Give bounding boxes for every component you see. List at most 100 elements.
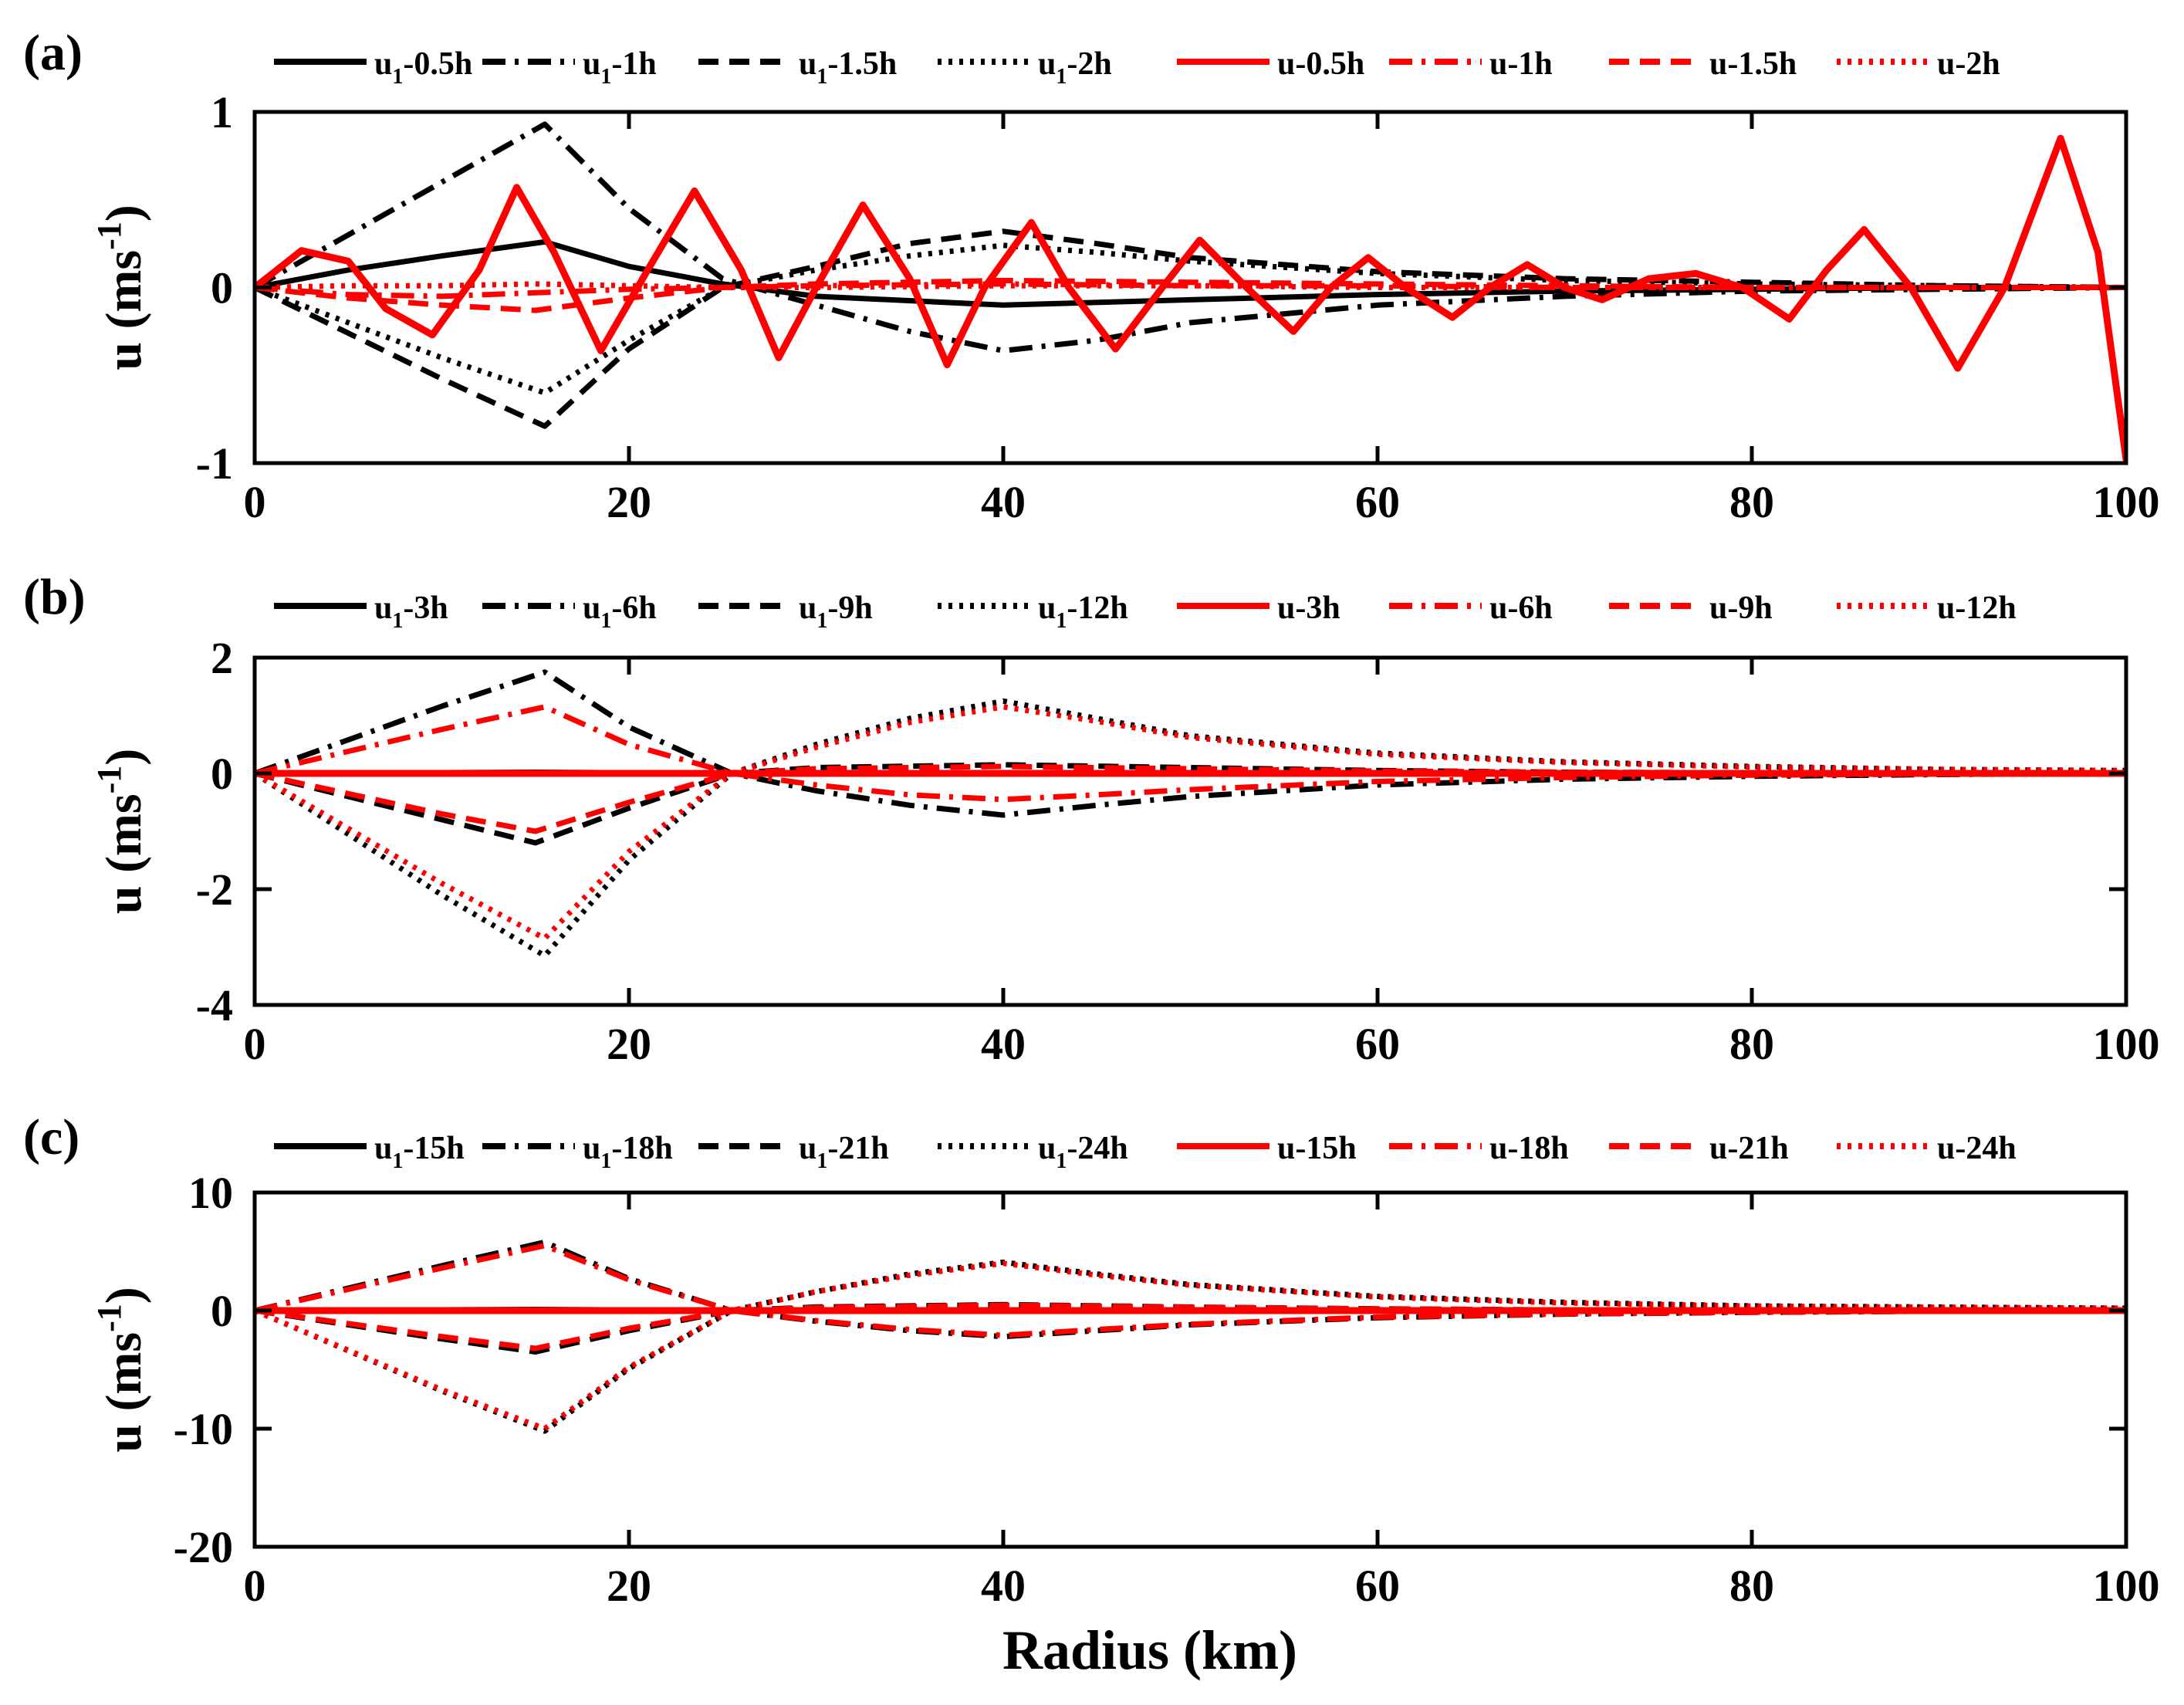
legend-label-subscript: 1 xyxy=(816,65,827,89)
legend-label-subscript: 1 xyxy=(392,65,403,89)
legend-label-subscript: 1 xyxy=(600,609,611,633)
x-tick-label: 100 xyxy=(2093,1019,2160,1069)
y-axis-title-superscript: -1 xyxy=(90,766,128,794)
legend-label-rest: -12h xyxy=(1067,590,1127,626)
legend-label-main: u xyxy=(374,1131,392,1166)
legend-label-main: u-12h xyxy=(1937,590,2017,626)
y-axis-title-main: u (ms xyxy=(96,250,152,370)
series-group xyxy=(255,669,2126,959)
x-tick-label: 20 xyxy=(607,1561,651,1611)
legend-label-main: u-24h xyxy=(1937,1131,2017,1166)
legend-label-u1-1h: u1-1h xyxy=(583,46,657,89)
legend-label-rest: -9h xyxy=(827,590,872,626)
legend-label-u1-0.5h: u1-0.5h xyxy=(374,46,472,89)
y-axis-title-main: u (ms xyxy=(96,793,152,914)
legend-label-rest: -3h xyxy=(403,590,448,626)
x-tick-label: 100 xyxy=(2093,1561,2160,1611)
legend-label-main: u-18h xyxy=(1489,1131,1569,1166)
legend-label-u-1.5h: u-1.5h xyxy=(1709,46,1797,82)
legend: u1-15h u1-18h u1-21h u1-24h u-15h u-18h u-21h u… xyxy=(274,1131,2017,1173)
legend-label-u-1h: u-1h xyxy=(1489,46,1553,82)
x-tick-label: 0 xyxy=(244,477,266,527)
legend-label-rest: -2h xyxy=(1067,46,1111,82)
legend-label-rest: -18h xyxy=(611,1131,672,1166)
x-axis-title: Radius (km) xyxy=(1002,1619,1297,1681)
plot-frame xyxy=(252,1190,2128,1549)
y-tick-label: -1 xyxy=(196,438,233,489)
legend-label-u-15h: u-15h xyxy=(1277,1131,1357,1166)
y-tick-label: 2 xyxy=(211,633,233,683)
legend-label-u-3h: u-3h xyxy=(1277,590,1340,626)
legend-label-subscript: 1 xyxy=(392,609,403,633)
legend-label-main: u-3h xyxy=(1277,590,1340,626)
x-tick-label: 20 xyxy=(607,1019,651,1069)
y-axis-title-end: ) xyxy=(96,205,152,222)
legend-label-u1-3h: u1-3h xyxy=(374,590,448,633)
y-tick-label: -4 xyxy=(196,980,233,1030)
series-group xyxy=(255,1239,2126,1434)
legend-label-subscript: 1 xyxy=(1056,1149,1067,1173)
legend-label-main: u xyxy=(1038,590,1056,626)
legend-label-main: u xyxy=(583,1131,600,1166)
legend-label-u-6h: u-6h xyxy=(1489,590,1553,626)
x-tick-label: 40 xyxy=(981,1019,1026,1069)
legend-label-main: u-6h xyxy=(1489,590,1553,626)
legend-label-main: u-9h xyxy=(1709,590,1773,626)
legend-label-u1-24h: u1-24h xyxy=(1038,1131,1128,1173)
legend-label-u1-12h: u1-12h xyxy=(1038,590,1128,633)
y-axis-title: u (ms-1) xyxy=(90,1287,152,1453)
legend-label-main: u-1.5h xyxy=(1709,46,1797,82)
legend-label-u-21h: u-21h xyxy=(1709,1131,1789,1166)
y-axis-title-end: ) xyxy=(96,1287,152,1304)
y-tick-label: 0 xyxy=(211,263,233,313)
legend-label-main: u xyxy=(583,590,600,626)
y-tick-label: 10 xyxy=(188,1168,233,1218)
x-tick-label: 60 xyxy=(1355,1561,1400,1611)
series-line-u1-6h xyxy=(255,669,2126,818)
legend-label-subscript: 1 xyxy=(600,1149,611,1173)
legend-label-u-18h: u-18h xyxy=(1489,1131,1569,1166)
legend-label-u-2h: u-2h xyxy=(1937,46,2000,82)
series-line-u-18h xyxy=(255,1243,2126,1338)
legend-label-main: u-2h xyxy=(1937,46,2000,82)
legend-label-rest: -1.5h xyxy=(827,46,897,82)
legend-label-main: u xyxy=(374,590,392,626)
legend-label-u1-15h: u1-15h xyxy=(374,1131,465,1173)
y-tick-label: -20 xyxy=(174,1522,233,1572)
legend-label-u1-18h: u1-18h xyxy=(583,1131,673,1173)
y-axis-title-superscript: -1 xyxy=(90,222,128,250)
legend-label-u1-9h: u1-9h xyxy=(799,590,873,633)
y-tick-label: -10 xyxy=(174,1404,233,1454)
x-tick-label: 0 xyxy=(244,1019,266,1069)
y-tick-label: 1 xyxy=(211,87,233,137)
legend-label-u-0.5h: u-0.5h xyxy=(1277,46,1364,82)
y-tick-label: 0 xyxy=(211,1286,233,1336)
x-tick-label: 20 xyxy=(607,477,651,527)
legend-label-main: u xyxy=(583,46,600,82)
y-tick-label: 0 xyxy=(211,749,233,799)
x-tick-label: 60 xyxy=(1355,1019,1400,1069)
legend-label-u-24h: u-24h xyxy=(1937,1131,2017,1166)
series-line-u-6h xyxy=(255,704,2126,803)
legend-label-subscript: 1 xyxy=(816,609,827,633)
legend-label-u-12h: u-12h xyxy=(1937,590,2017,626)
legend: u1-0.5h u1-1h u1-1.5h u1-2h u-0.5h u-1h u-1.5h… xyxy=(274,46,2000,89)
y-axis-title-main: u (ms xyxy=(96,1332,152,1453)
legend-label-main: u xyxy=(799,590,816,626)
legend-label-main: u xyxy=(799,1131,816,1166)
plot-frame xyxy=(252,655,2128,1007)
series-line-u-21h xyxy=(255,1302,2126,1351)
y-axis-title: u (ms-1) xyxy=(90,205,152,370)
legend-label-subscript: 1 xyxy=(1056,65,1067,89)
x-tick-label: 60 xyxy=(1355,477,1400,527)
x-tick-label: 80 xyxy=(1729,1019,1774,1069)
legend-label-u1-21h: u1-21h xyxy=(799,1131,889,1173)
legend-label-rest: -1h xyxy=(611,46,656,82)
series-line-u1-24h xyxy=(255,1259,2126,1434)
legend-label-u-9h: u-9h xyxy=(1709,590,1773,626)
legend-label-main: u-15h xyxy=(1277,1131,1357,1166)
x-tick-label: 80 xyxy=(1729,1561,1774,1611)
